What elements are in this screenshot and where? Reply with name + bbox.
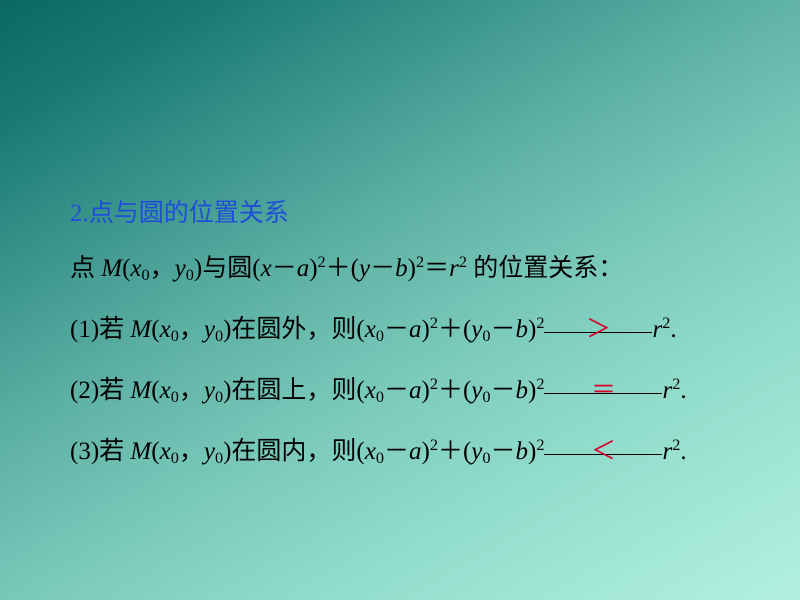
item-3: (3)若 M(x0，y0)在圆内，则(x0－a)2＋(y0－b)2＜r2. [70,421,730,482]
heading-number: 2. [70,200,89,227]
answer-text: ＞ [586,316,611,343]
item-period: . [680,377,686,404]
answer-text: ＜ [591,438,616,465]
item-cond-prefix: 若 [99,377,130,404]
item-point-M: M [130,316,151,343]
item-where: 在圆外，则 [231,316,356,343]
answer-text: ＝ [591,377,616,404]
item-lhs: (x0－a)2＋(y0－b)2 [356,316,544,343]
answer-blank: ＝ [544,367,662,394]
item-where: 在圆内，则 [231,438,356,465]
item-point-args: (x0，y0) [151,438,231,465]
intro-suffix: 的位置关系： [467,255,623,282]
item-label: (3) [70,438,99,465]
item-1: (1)若 M(x0，y0)在圆外，则(x0－a)2＋(y0－b)2＞r2. [70,299,730,360]
item-lhs: (x0－a)2＋(y0－b)2 [356,377,544,404]
item-label: (2) [70,377,99,404]
item-rhs: r2 [662,377,680,404]
item-where: 在圆上，则 [231,377,356,404]
item-point-M: M [130,438,151,465]
heading-text: 点与圆的位置关系 [89,200,289,227]
item-rhs: r2 [652,316,670,343]
intro-line: 点 M(x0，y0)与圆(x－a)2＋(y－b)2＝r2 的位置关系： [70,238,730,299]
item-cond-prefix: 若 [99,316,130,343]
item-point-args: (x0，y0) [151,316,231,343]
item-lhs: (x0－a)2＋(y0－b)2 [356,438,544,465]
intro-point-args: (x0，y0) [122,255,202,282]
intro-eq: (x－a)2＋(y－b)2＝r2 [252,255,467,282]
item-rhs: r2 [662,438,680,465]
item-cond-prefix: 若 [99,438,130,465]
slide-content: 2.点与圆的位置关系 点 M(x0，y0)与圆(x－a)2＋(y－b)2＝r2 … [70,190,730,482]
item-point-M: M [130,377,151,404]
item-2: (2)若 M(x0，y0)在圆上，则(x0－a)2＋(y0－b)2＝r2. [70,360,730,421]
answer-blank: ＜ [544,428,662,455]
answer-blank: ＞ [544,306,652,333]
item-label: (1) [70,316,99,343]
item-period: . [680,438,686,465]
item-point-args: (x0，y0) [151,377,231,404]
intro-mid: 与圆 [202,255,252,282]
section-heading: 2.点与圆的位置关系 [70,190,730,238]
intro-point: M [101,255,122,282]
item-period: . [670,316,676,343]
intro-prefix: 点 [70,255,101,282]
